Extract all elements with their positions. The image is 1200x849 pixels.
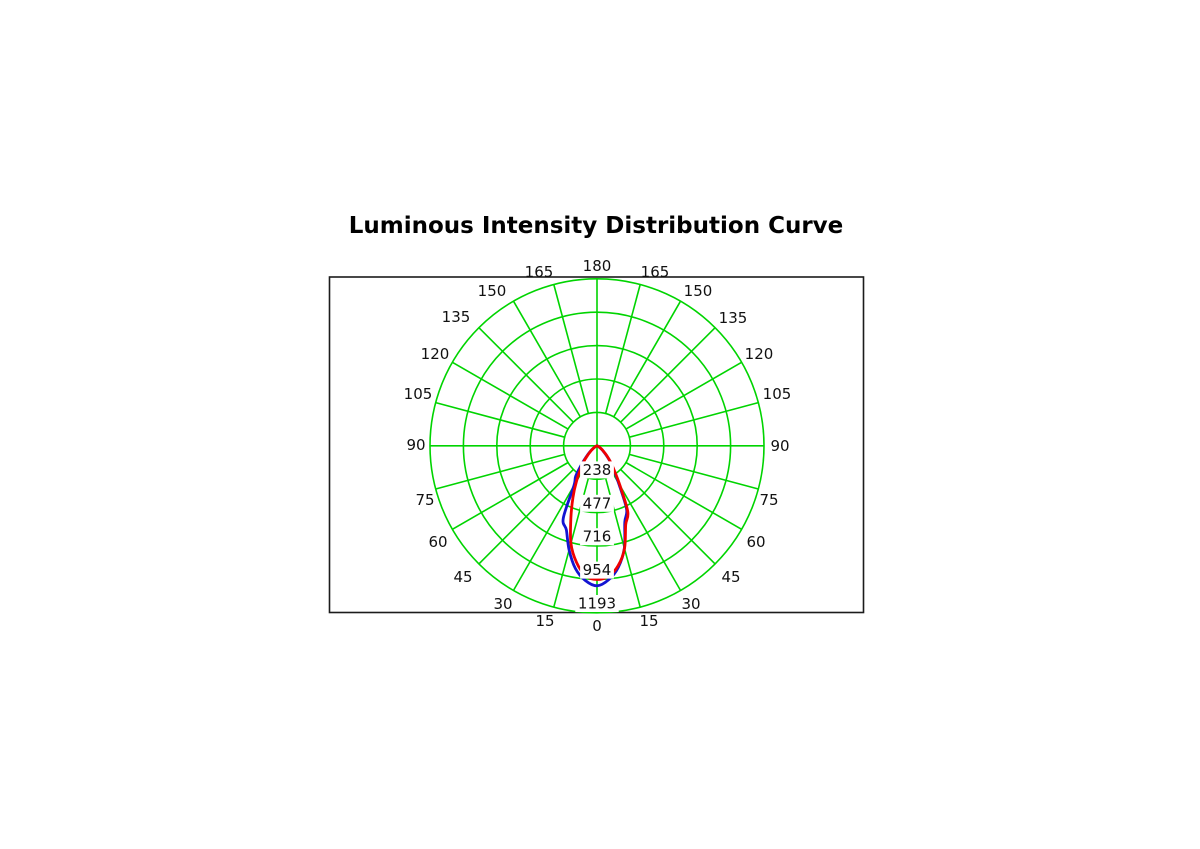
angle-tick-label: 105 — [763, 385, 792, 403]
angle-tick-label: 135 — [719, 309, 748, 327]
angle-tick-label: 120 — [745, 345, 774, 363]
angle-tick-label: 90 — [406, 436, 425, 454]
ring-value-label: 477 — [583, 494, 612, 512]
angle-tick-label: 105 — [404, 385, 433, 403]
polar-spoke — [629, 453, 759, 490]
polar-spoke — [620, 468, 716, 565]
ring-value-label: 1193 — [578, 595, 616, 613]
angle-tick-label: 150 — [478, 282, 507, 300]
angle-tick-label: 60 — [746, 533, 765, 551]
angle-tick-label: 60 — [428, 533, 447, 551]
angle-tick-label: 150 — [684, 282, 713, 300]
polar-spoke — [625, 361, 742, 430]
polar-spoke — [604, 284, 641, 414]
ring-label-bg — [575, 595, 619, 612]
ring-value-label: 716 — [583, 528, 612, 546]
polar-spoke — [451, 461, 569, 530]
polar-spoke — [625, 461, 742, 530]
polar-spoke — [629, 401, 759, 438]
ring-label-bg — [580, 461, 614, 479]
angle-tick-label: 75 — [759, 491, 778, 509]
intensity-red-curve — [569, 444, 630, 581]
angle-tick-label: 30 — [681, 595, 700, 613]
angle-tick-label: 0 — [592, 617, 602, 635]
polar-spoke — [512, 300, 581, 418]
polar-spoke — [478, 327, 574, 423]
ring-label-bg — [580, 494, 614, 512]
polar-spoke — [620, 327, 716, 423]
angle-tick-label: 180 — [583, 257, 612, 275]
ring-value-label: 238 — [583, 461, 612, 479]
angle-tick-label: 165 — [641, 263, 670, 281]
angle-tick-label: 75 — [415, 491, 434, 509]
polar-spoke — [613, 474, 682, 591]
polar-spoke — [435, 453, 565, 490]
ring-value-label: 954 — [583, 561, 612, 579]
polar-spoke — [613, 300, 682, 418]
angle-tick-label: 120 — [421, 345, 450, 363]
angle-tick-label: 15 — [639, 612, 658, 630]
polar-spoke — [435, 401, 565, 438]
polar-spoke — [553, 284, 590, 414]
chart-title: Luminous Intensity Distribution Curve — [348, 213, 844, 239]
polar-spoke — [451, 361, 569, 430]
angle-tick-label: 90 — [770, 437, 789, 455]
angle-tick-label: 165 — [525, 263, 554, 281]
angle-tick-label: 135 — [442, 308, 471, 326]
angle-tick-label: 30 — [493, 595, 512, 613]
angle-tick-label: 45 — [721, 568, 740, 586]
ring-label-bg — [580, 528, 614, 546]
polar-spoke — [512, 474, 581, 591]
angle-tick-label: 15 — [535, 612, 554, 630]
polar-spoke — [478, 468, 574, 565]
angle-tick-label: 45 — [453, 568, 472, 586]
ring-label-bg — [580, 561, 614, 579]
